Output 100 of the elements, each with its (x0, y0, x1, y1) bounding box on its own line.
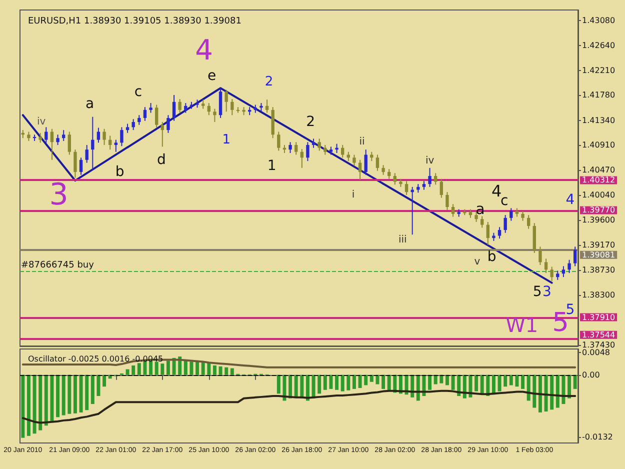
y-tick-label: 1.42640 (582, 41, 616, 50)
candlestick (393, 172, 397, 186)
candlestick (218, 88, 222, 118)
annotation: 2 (264, 74, 274, 90)
bar (504, 374, 508, 387)
bar (50, 374, 54, 421)
annotation: v (474, 256, 480, 268)
candlestick (213, 108, 216, 122)
candlestick (166, 114, 170, 134)
candlestick (510, 208, 513, 222)
candlestick (62, 130, 66, 142)
candlestick (288, 142, 292, 154)
text: EURUSD,H1 1.38930 1.39105 1.38930 1.39081 (28, 16, 242, 26)
candlestick (68, 131, 72, 156)
bar (132, 365, 136, 375)
bar (149, 360, 153, 375)
bar (550, 374, 554, 410)
bar (73, 374, 77, 414)
candlestick (324, 144, 327, 156)
candlestick (50, 128, 54, 160)
candlestick (224, 89, 228, 112)
candlestick (387, 168, 391, 180)
bar (90, 374, 94, 404)
candlestick (178, 98, 182, 114)
line-series (22, 87, 553, 284)
bar (498, 374, 502, 392)
bar (96, 374, 100, 396)
candlestick (335, 143, 338, 154)
candlestick (38, 132, 42, 144)
y-tick-label: -0.0132 (582, 432, 613, 442)
candlestick (160, 122, 164, 148)
bar (573, 374, 577, 389)
bar (201, 362, 205, 375)
y-tick-label: 1.39170 (582, 240, 616, 250)
bar (26, 374, 30, 436)
ref-line-label: 1.39081 (582, 250, 616, 260)
annotation: a (85, 96, 94, 112)
bar (480, 374, 484, 394)
candlestick (526, 214, 530, 230)
candlestick (56, 134, 60, 146)
candlestick (27, 131, 30, 142)
candlestick (230, 98, 234, 116)
candlestick (132, 118, 135, 131)
annotation: e (208, 68, 216, 84)
bar (451, 374, 455, 390)
annotation: ii (359, 136, 365, 148)
bar (68, 374, 72, 414)
y-tick-label: 1.43080 (582, 16, 616, 25)
candlestick (74, 149, 77, 178)
bar (190, 362, 194, 375)
bar (143, 360, 147, 375)
bar (126, 369, 130, 375)
candlestick (265, 99, 269, 114)
bar (382, 374, 386, 389)
ref-line-label: #87666745 buy (21, 260, 95, 270)
y-tick-label: 1.41780 (582, 90, 616, 100)
bar (335, 374, 339, 390)
candlestick (44, 126, 48, 144)
bar (370, 374, 374, 382)
y-tick-label: 1.38730 (582, 266, 616, 275)
candlestick (434, 172, 438, 186)
candlestick (358, 159, 362, 181)
candlestick (446, 192, 449, 210)
candlestick (294, 142, 298, 156)
bar (300, 374, 304, 398)
candlestick (346, 151, 350, 162)
y-tick-label: 1.41340 (582, 116, 616, 125)
candlestick (318, 138, 321, 152)
bar (160, 364, 164, 375)
bar (154, 362, 158, 375)
bar (376, 374, 380, 384)
candlestick (370, 151, 374, 162)
candlestick (382, 164, 385, 176)
bar (329, 374, 333, 389)
bar (79, 374, 83, 412)
candlestick (451, 204, 455, 218)
candlestick (538, 246, 542, 266)
candlestick (300, 148, 304, 168)
candlestick (85, 144, 88, 164)
bar (276, 374, 280, 394)
bar (544, 374, 548, 412)
y-tick-label: 0.00 (582, 370, 600, 380)
bar (521, 374, 525, 389)
candlestick (550, 266, 554, 282)
candlestick (102, 128, 106, 146)
y-tick-label: 1.40470 (582, 166, 616, 175)
candlestick (521, 210, 524, 222)
candlestick (149, 102, 152, 114)
bar (85, 374, 89, 410)
annotation: 5 (532, 284, 542, 300)
bar (44, 374, 48, 426)
bar (38, 374, 42, 430)
candlestick (556, 270, 560, 280)
bar (56, 374, 60, 418)
candlestick (201, 99, 205, 110)
candlestick (410, 186, 414, 236)
candlestick (108, 135, 112, 150)
bar (166, 360, 170, 375)
candlestick (277, 131, 280, 152)
y-tick-label: 1.40040 (582, 190, 616, 200)
